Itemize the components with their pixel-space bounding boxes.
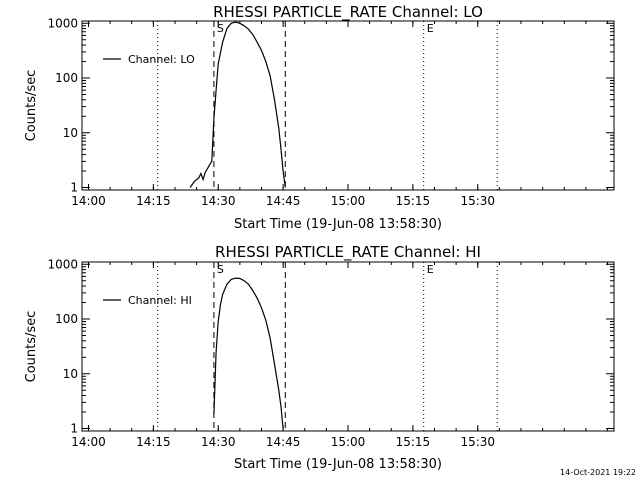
legend-label: Channel: HI xyxy=(128,294,192,307)
chart-panel-0: RHESSI PARTICLE_RATE Channel: LO 14:00 14:… xyxy=(24,3,615,232)
y-tick-label: 100 xyxy=(55,71,78,85)
y-tick-label: 1000 xyxy=(47,257,78,271)
y-tick-label: 1 xyxy=(70,421,78,435)
y-tick-label: 100 xyxy=(55,312,78,326)
x-tick-label: 14:45 xyxy=(266,435,301,449)
y-axis-label: Counts/sec xyxy=(24,311,39,383)
y-axis-label: Counts/sec xyxy=(24,70,39,142)
x-tick-label: 14:15 xyxy=(136,194,171,208)
event-marker-label: S xyxy=(217,22,224,35)
x-tick-label: 14:30 xyxy=(201,194,236,208)
x-tick-label: 15:00 xyxy=(331,194,366,208)
x-tick-label: 14:00 xyxy=(71,435,106,449)
plot-frame xyxy=(81,20,615,191)
y-tick-label: 10 xyxy=(63,367,78,381)
legend-label: Channel: LO xyxy=(128,53,195,66)
x-tick-label: 15:30 xyxy=(460,194,495,208)
chart-panel-1: RHESSI PARTICLE_RATE Channel: HI 14:00 14:… xyxy=(24,243,615,472)
x-tick-label: 14:15 xyxy=(136,435,171,449)
event-marker-label: E xyxy=(427,22,434,35)
x-tick-label: 15:30 xyxy=(460,435,495,449)
x-tick-label: 14:00 xyxy=(71,194,106,208)
y-tick-label: 1 xyxy=(70,180,78,194)
x-tick-label: 14:45 xyxy=(266,194,301,208)
series-line-channel-lo xyxy=(189,21,286,188)
x-tick-label: 15:15 xyxy=(396,435,431,449)
y-tick-label: 1000 xyxy=(47,16,78,30)
timestamp: 14-Oct-2021 19:22 xyxy=(560,468,636,477)
chart-title: RHESSI PARTICLE_RATE Channel: HI xyxy=(215,243,481,262)
x-tick-label: 14:30 xyxy=(201,435,236,449)
event-marker-label: S xyxy=(217,263,224,276)
chart-title: RHESSI PARTICLE_RATE Channel: LO xyxy=(213,3,483,22)
series-line-channel-hi xyxy=(213,277,284,429)
x-axis-label: Start Time (19-Jun-08 13:58:30) xyxy=(234,457,442,472)
x-tick-label: 15:15 xyxy=(396,194,431,208)
x-tick-label: 15:00 xyxy=(331,435,366,449)
x-axis-label: Start Time (19-Jun-08 13:58:30) xyxy=(234,217,442,232)
y-tick-label: 10 xyxy=(63,126,78,140)
event-marker-label: E xyxy=(427,263,434,276)
plot-frame xyxy=(81,261,615,432)
